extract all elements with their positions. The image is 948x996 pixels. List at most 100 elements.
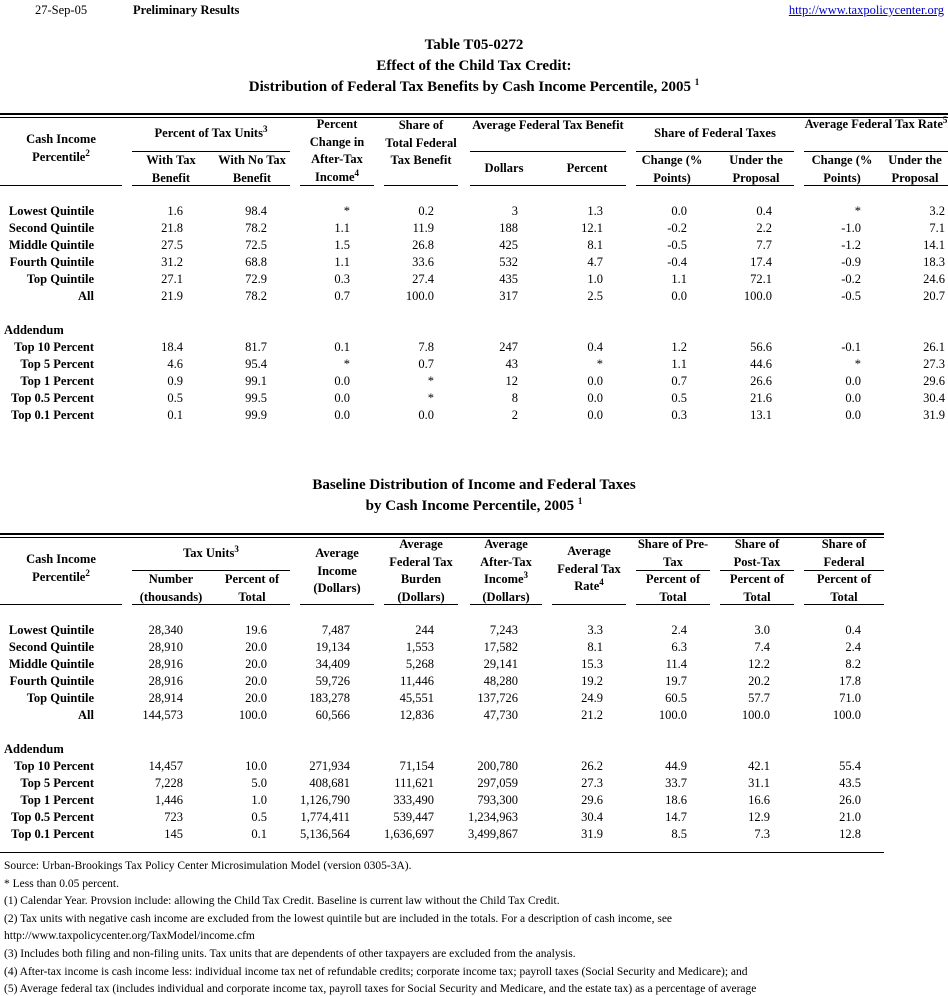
table-cell: 28,914 bbox=[148, 691, 183, 705]
table-cell: 1,446 bbox=[154, 793, 183, 807]
header-text: Percent bbox=[566, 161, 608, 175]
table-cell: -0.1 bbox=[841, 340, 861, 354]
row-label: All bbox=[78, 289, 94, 303]
table-cell: 1.0 bbox=[251, 793, 267, 807]
table-cell: 31.1 bbox=[748, 776, 770, 790]
date: 27-Sep-05 bbox=[35, 3, 88, 17]
table-cell: -1.2 bbox=[841, 238, 861, 252]
footnote: (3) Includes both filing and non-filing … bbox=[4, 948, 576, 960]
column-header: Average Federal Tax Rate4 bbox=[552, 543, 626, 596]
table-cell: 56.6 bbox=[750, 340, 772, 354]
table-cell: 43.5 bbox=[839, 776, 861, 790]
column-header: Average Income (Dollars) bbox=[300, 545, 374, 598]
table-cell: 111,621 bbox=[394, 776, 434, 790]
table-cell: 24.9 bbox=[581, 691, 603, 705]
header-text: Share of Post-Tax bbox=[733, 537, 781, 569]
header-text: (Dollars) bbox=[482, 589, 530, 604]
rule bbox=[804, 570, 884, 571]
table-cell: 10.0 bbox=[245, 759, 267, 773]
table-cell: 6.3 bbox=[671, 640, 687, 654]
header-text: Dollars bbox=[484, 161, 524, 175]
table-cell: 14,457 bbox=[148, 759, 183, 773]
table-cell: 81.7 bbox=[245, 340, 267, 354]
table-cell: 99.9 bbox=[245, 408, 267, 422]
column-header: Average Federal Tax Burden (Dollars) bbox=[384, 536, 458, 606]
header-text: Share of Total Federal Tax Benefit bbox=[385, 118, 457, 167]
table-cell: 44.6 bbox=[750, 357, 772, 371]
column-header: Share of Federal Taxes bbox=[636, 125, 794, 143]
table-cell: 1.3 bbox=[587, 204, 603, 218]
header-text: Share of Federal Taxes bbox=[654, 126, 776, 140]
rule bbox=[470, 185, 626, 186]
column-header: Dollars bbox=[470, 160, 538, 178]
table-cell: 1.1 bbox=[671, 272, 687, 286]
header-text: Share of Pre-Tax bbox=[637, 537, 709, 569]
status-label: Preliminary Results bbox=[133, 3, 240, 17]
rule bbox=[132, 151, 290, 152]
table-cell: -0.5 bbox=[667, 238, 687, 252]
table-cell: 15.3 bbox=[581, 657, 603, 671]
table-cell: 100.0 bbox=[741, 708, 770, 722]
row-label: Top 10 Percent bbox=[14, 759, 94, 773]
header-text: Cash Income Percentile bbox=[26, 132, 96, 164]
table-cell: 0.0 bbox=[845, 391, 861, 405]
rule bbox=[636, 151, 794, 152]
row-label: Middle Quintile bbox=[8, 238, 94, 252]
column-header: Percent bbox=[548, 160, 626, 178]
table-cell: 7,228 bbox=[154, 776, 183, 790]
rule bbox=[470, 604, 542, 605]
table-cell: 27.3 bbox=[923, 357, 945, 371]
table-cell: 99.1 bbox=[245, 374, 267, 388]
table-cell: 1,553 bbox=[405, 640, 434, 654]
table-cell: 27.5 bbox=[161, 238, 183, 252]
footnote-ref: 1 bbox=[694, 77, 700, 87]
table-cell: 0.0 bbox=[845, 374, 861, 388]
table-cell: 21.8 bbox=[161, 221, 183, 235]
table-cell: 12.2 bbox=[748, 657, 770, 671]
table-cell: 333,490 bbox=[393, 793, 434, 807]
table-cell: 8.5 bbox=[671, 827, 687, 841]
header-text: Average Federal Tax Rate bbox=[557, 544, 621, 593]
table-cell: 8.1 bbox=[587, 238, 603, 252]
rule bbox=[552, 604, 626, 605]
table-cell: 532 bbox=[499, 255, 518, 269]
table-cell: 24.6 bbox=[923, 272, 945, 286]
table-cell: 0.4 bbox=[587, 340, 603, 354]
header-text: Percent Change in After-Tax Income bbox=[309, 117, 365, 184]
table-cell: -0.2 bbox=[841, 272, 861, 286]
table-cell: 18.3 bbox=[923, 255, 945, 269]
table-cell: 20.7 bbox=[923, 289, 945, 303]
table-cell: 0.0 bbox=[671, 289, 687, 303]
column-header: Percent of Total bbox=[804, 571, 884, 606]
table-cell: 7.3 bbox=[754, 827, 770, 841]
row-label: Lowest Quintile bbox=[8, 204, 94, 218]
row-label: Top Quintile bbox=[26, 691, 94, 705]
tpc-link[interactable]: http://www.taxpolicycenter.org bbox=[788, 3, 944, 17]
table-cell: 1,126,790 bbox=[300, 793, 350, 807]
column-header: Number (thousands) bbox=[132, 571, 210, 606]
footnote: (4) After-tax income is cash income less… bbox=[4, 965, 748, 978]
table-cell: 98.4 bbox=[245, 204, 267, 218]
rule bbox=[636, 604, 710, 605]
rule bbox=[636, 185, 794, 186]
table-cell: 3.2 bbox=[929, 204, 945, 218]
table-cell: 60,566 bbox=[315, 708, 350, 722]
footnote: (5) Average federal tax (includes indivi… bbox=[4, 983, 757, 996]
subtitle-text: by Cash Income Percentile, 2005 bbox=[365, 498, 575, 514]
column-header: Share of Federal bbox=[804, 536, 884, 571]
table-cell: 28,916 bbox=[148, 674, 183, 688]
table-cell: 42.1 bbox=[748, 759, 770, 773]
header-text: Change (% Points) bbox=[641, 153, 703, 185]
table-cell: 137,726 bbox=[477, 691, 518, 705]
table-cell: 1.2 bbox=[671, 340, 687, 354]
table-cell: 2.4 bbox=[671, 623, 687, 637]
table-title: Effect of the Child Tax Credit: bbox=[376, 58, 572, 74]
table-cell: 34,409 bbox=[315, 657, 350, 671]
table-cell: 0.0 bbox=[671, 204, 687, 218]
baseline-subtitle: by Cash Income Percentile, 2005 1 bbox=[0, 497, 948, 515]
table-cell: 71.0 bbox=[839, 691, 861, 705]
table-cell: 27.3 bbox=[581, 776, 603, 790]
table-cell: 100.0 bbox=[238, 708, 267, 722]
rule bbox=[0, 537, 884, 538]
